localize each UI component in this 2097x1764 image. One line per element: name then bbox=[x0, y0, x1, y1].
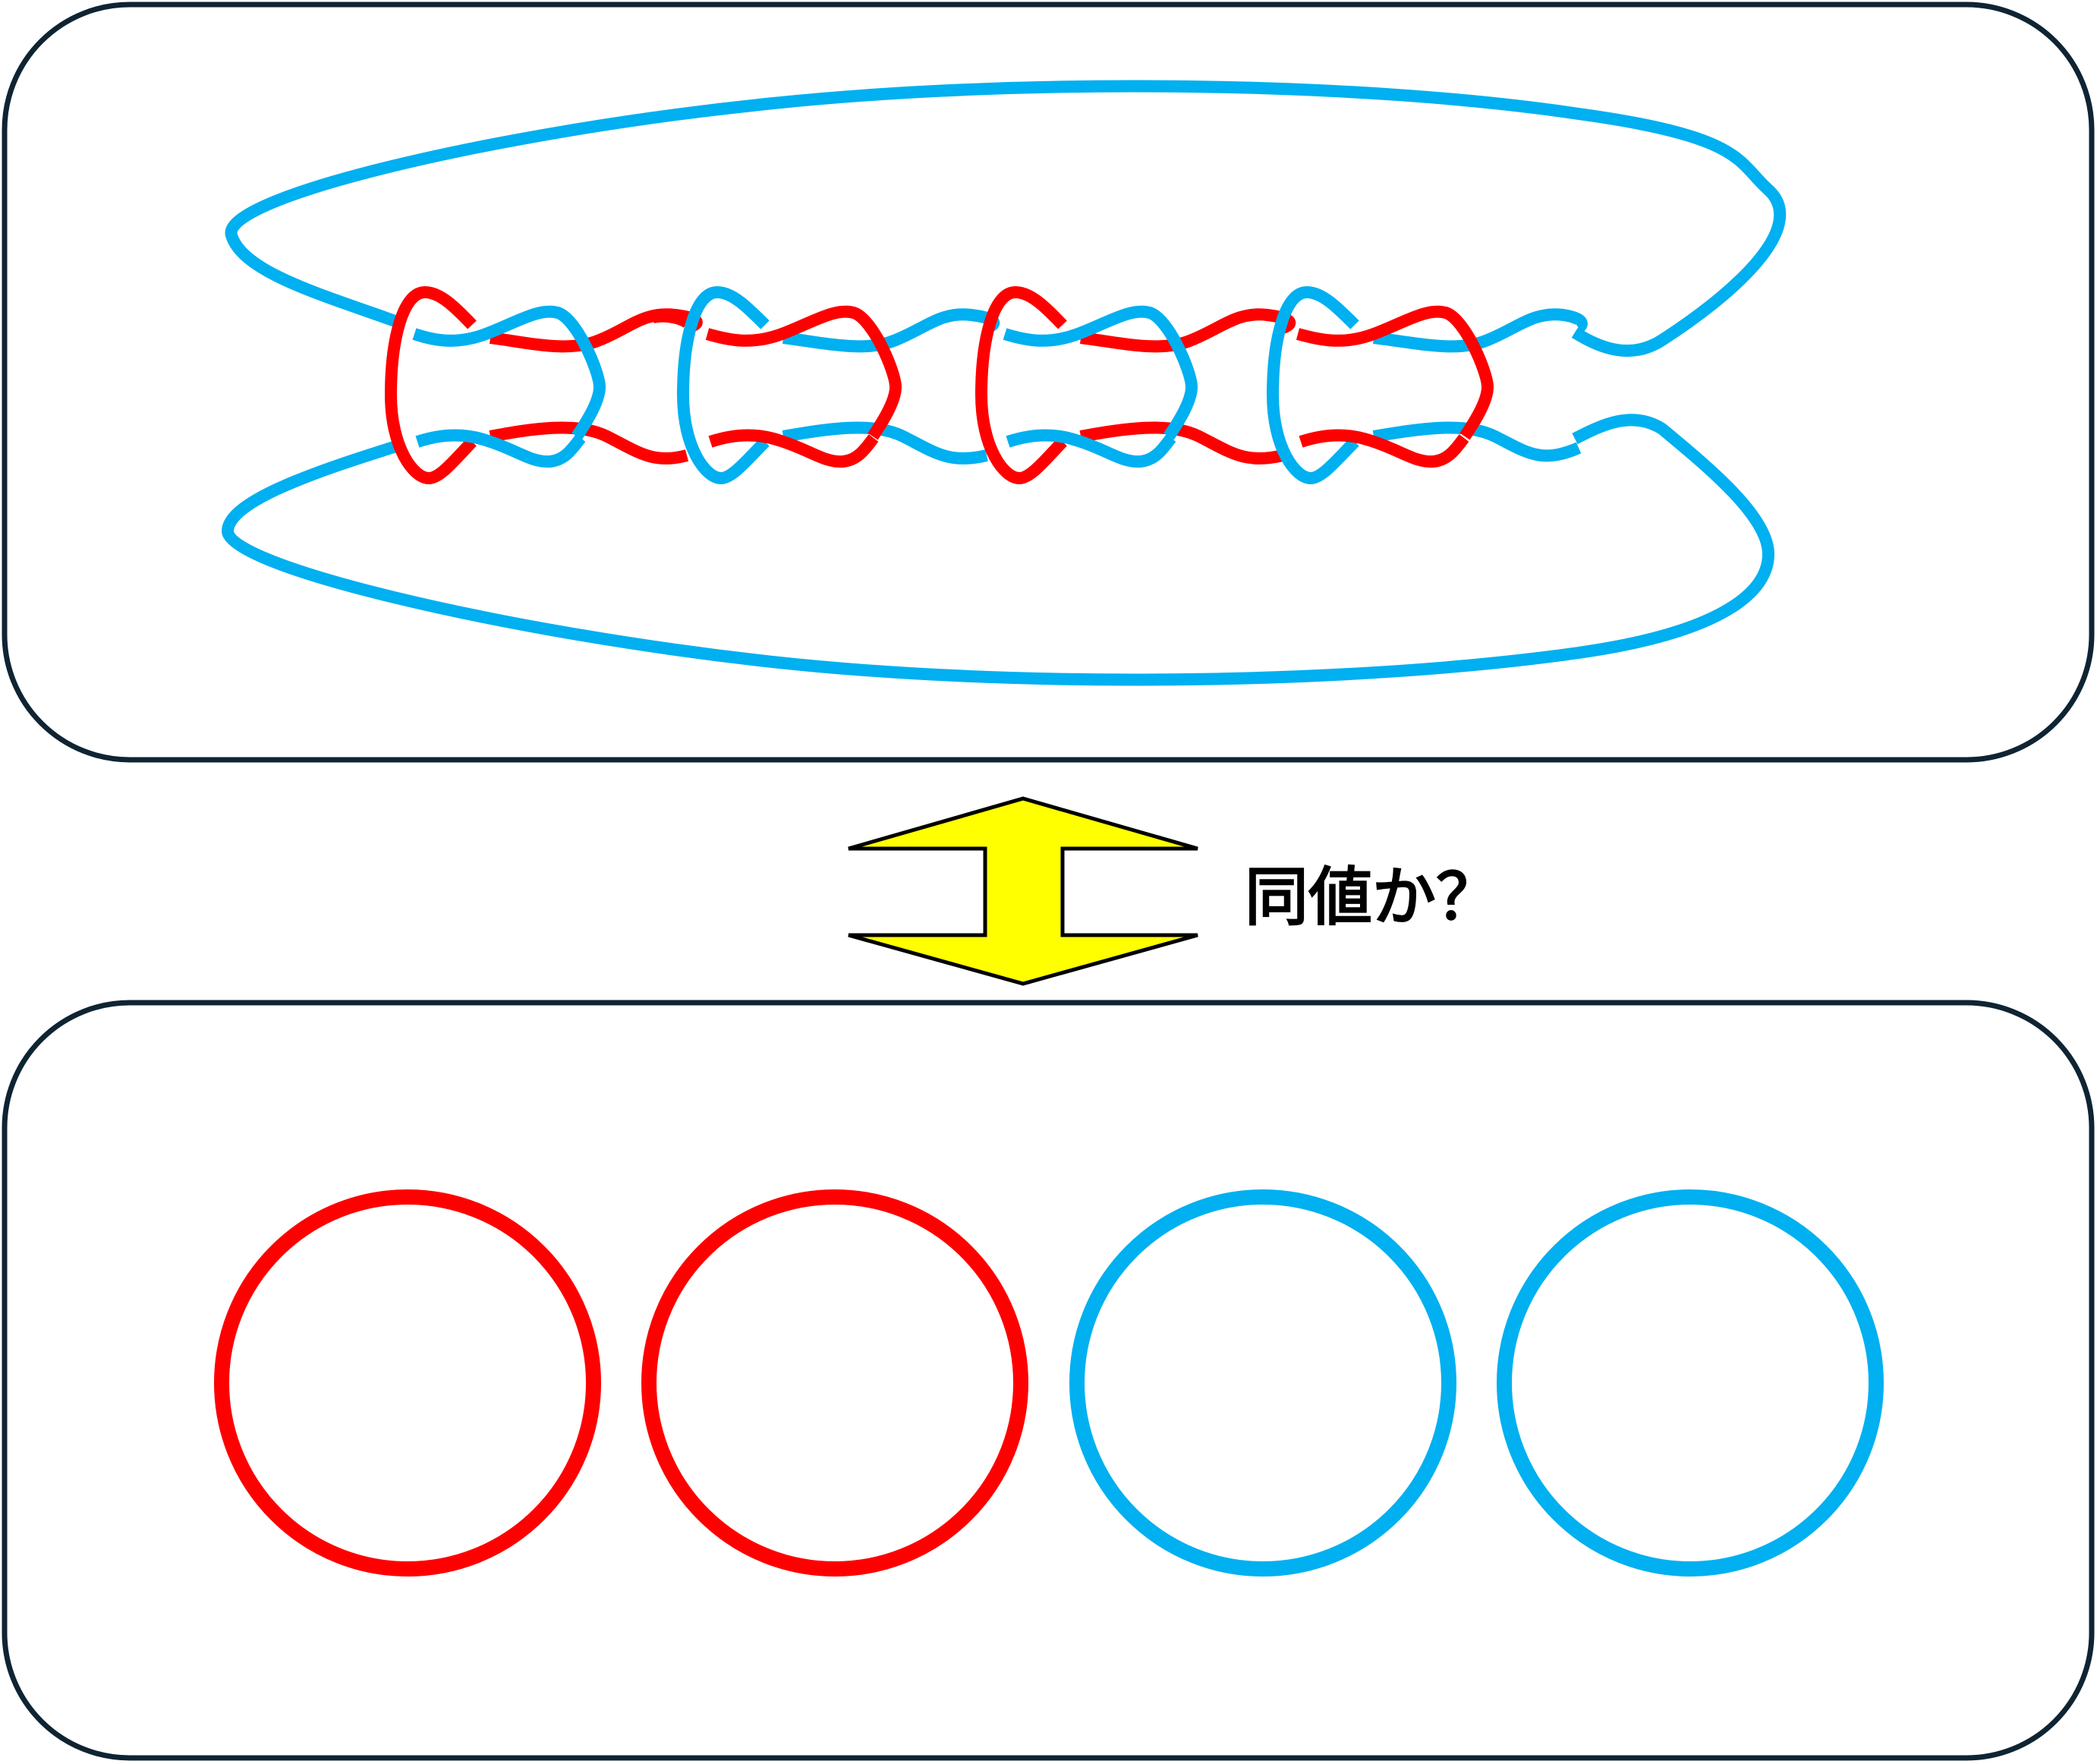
chain-loop-1-left-arc bbox=[385, 286, 477, 484]
chain-loop-1-lower-strand bbox=[489, 421, 689, 465]
chain-loop-2-red-weave bbox=[705, 305, 902, 468]
circle-2 bbox=[641, 1189, 1028, 1577]
chain-loop-4-upper-strand bbox=[1373, 308, 1588, 353]
chain-loop-4-red-weave bbox=[1296, 305, 1494, 468]
weave-3-upper bbox=[1003, 305, 1198, 440]
weave-2-upper bbox=[705, 305, 902, 440]
weave-4-lower bbox=[1299, 429, 1469, 468]
chain-loop-4-lower-strand bbox=[1372, 421, 1582, 462]
outer-blue-strand bbox=[222, 80, 1786, 686]
chain-loop-1-blue-weave bbox=[412, 305, 606, 468]
question-label: 同値か？ bbox=[1245, 860, 1500, 934]
circle-4 bbox=[1497, 1189, 1884, 1577]
weave-2-lower bbox=[708, 429, 879, 468]
chain-loop-3-lower-strand bbox=[1079, 421, 1284, 465]
circle-3 bbox=[1069, 1189, 1456, 1577]
weave-4-upper bbox=[1296, 305, 1494, 440]
circle-1 bbox=[214, 1189, 601, 1577]
chain-loop-2-lower-strand bbox=[782, 421, 988, 465]
chain-loop-1-right-tail-upper bbox=[651, 310, 692, 329]
linked-chain bbox=[385, 286, 1588, 484]
weave-1-upper bbox=[412, 305, 606, 440]
weave-3-lower bbox=[1006, 429, 1176, 468]
chain-loop-2-left-arc bbox=[677, 286, 770, 484]
chain-loop-3-blue-weave bbox=[1003, 305, 1198, 468]
bottom-panel bbox=[2, 1000, 2095, 1761]
chain-loop-4-left-arc bbox=[1267, 286, 1359, 484]
chain-loop-3-left-arc bbox=[975, 286, 1067, 484]
weave-1-lower bbox=[415, 429, 586, 468]
equivalence-arrow bbox=[848, 796, 1198, 986]
top-panel bbox=[2, 2, 2095, 763]
outer-strand-upper-arc bbox=[225, 80, 1786, 357]
outer-strand-lower-arc bbox=[222, 414, 1774, 686]
unlinked-circles bbox=[214, 1189, 1884, 1577]
chain-loop-4 bbox=[1267, 286, 1588, 484]
